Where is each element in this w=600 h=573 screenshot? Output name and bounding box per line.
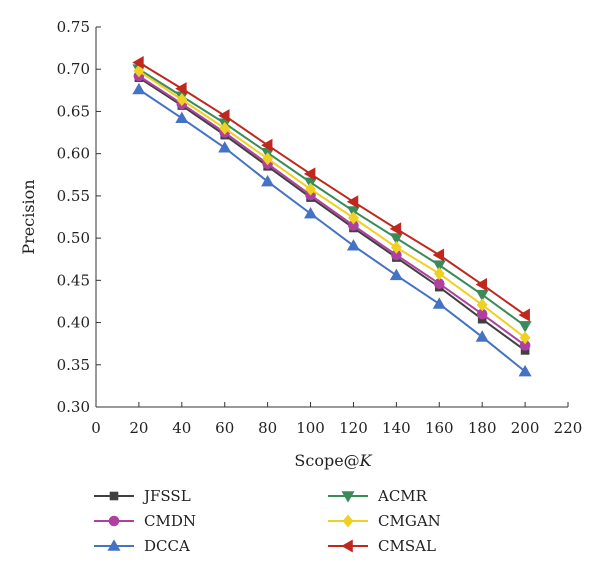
legend-label-acmr: ACMR xyxy=(377,487,428,505)
point-dcca xyxy=(132,82,146,95)
legend-item-cmdn: CMDN xyxy=(94,512,196,530)
point-dcca xyxy=(175,111,189,123)
point-cmgan xyxy=(133,64,145,78)
legend-marker-cmdn xyxy=(108,515,120,527)
legend-label-cmsal: CMSAL xyxy=(378,537,436,555)
point-dcca xyxy=(304,207,318,219)
point-cmgan xyxy=(348,211,359,225)
point-cmdn xyxy=(433,278,445,290)
point-dcca xyxy=(475,330,489,342)
point-cmgan xyxy=(219,121,231,135)
point-dcca xyxy=(261,174,275,187)
x-tick-label: 60 xyxy=(215,419,234,437)
point-cmsal xyxy=(518,308,530,322)
x-tick-label: 160 xyxy=(425,419,454,437)
point-acmr xyxy=(518,321,532,333)
axes: 0.30 0.35 0.40 0.45 0.50 0.55 0.60 0.65 0.70 0.75… xyxy=(57,18,583,437)
x-tick-label: 140 xyxy=(382,419,411,437)
y-axis-title: Precision xyxy=(19,179,38,254)
series-jfssl xyxy=(134,73,530,355)
point-cmsal xyxy=(303,167,316,181)
point-cmgan xyxy=(305,182,316,196)
legend-label-cmgan: CMGAN xyxy=(378,512,441,530)
point-cmgan xyxy=(390,240,402,254)
legend-marker-dcca xyxy=(107,539,121,551)
x-axis-title: Scope@K xyxy=(294,451,372,470)
point-cmgan xyxy=(519,331,531,345)
series-acmr xyxy=(132,64,532,333)
legend-item-cmgan: CMGAN xyxy=(328,512,441,530)
y-tick-label: 0.40 xyxy=(57,314,90,332)
point-acmr xyxy=(432,260,446,272)
series-line-acmr xyxy=(138,68,526,327)
point-cmgan xyxy=(476,298,488,312)
series-dcca xyxy=(132,82,532,377)
point-cmgan xyxy=(262,152,274,166)
legend-label-dcca: DCCA xyxy=(144,537,190,555)
x-tick-label: 100 xyxy=(296,419,325,437)
series-layer xyxy=(132,55,532,377)
legend: JFSSL ACMR CMDN CMGAN DCCA CMSAL xyxy=(94,487,441,555)
legend-item-cmsal: CMSAL xyxy=(328,537,436,555)
legend-marker-acmr xyxy=(341,491,355,503)
x-axis-title-main: Scope@ xyxy=(294,451,359,470)
point-cmgan xyxy=(176,93,188,107)
x-tick-label: 0 xyxy=(91,419,101,437)
x-tick-label: 120 xyxy=(339,419,368,437)
point-dcca xyxy=(518,364,532,377)
y-tick-label: 0.30 xyxy=(57,398,90,416)
point-acmr xyxy=(389,233,403,245)
series-line-dcca xyxy=(138,88,526,373)
point-cmsal xyxy=(475,278,487,292)
legend-marker-jfssl xyxy=(109,491,119,501)
y-tick-label: 0.75 xyxy=(57,18,90,36)
series-cmgan xyxy=(133,64,531,345)
point-dcca xyxy=(346,239,360,251)
y-tick-label: 0.60 xyxy=(57,145,90,163)
legend-item-acmr: ACMR xyxy=(328,487,428,505)
x-tick-label: 40 xyxy=(172,419,191,437)
point-dcca xyxy=(218,141,232,153)
point-cmsal xyxy=(261,138,273,152)
series-cmsal xyxy=(132,55,530,322)
legend-item-dcca: DCCA xyxy=(94,537,190,555)
y-tick-label: 0.70 xyxy=(57,60,90,78)
point-cmsal xyxy=(432,248,445,262)
point-cmsal xyxy=(346,195,359,209)
point-acmr xyxy=(475,289,489,302)
point-dcca xyxy=(389,268,403,281)
y-tick-label: 0.35 xyxy=(57,356,90,374)
point-cmsal xyxy=(132,55,144,69)
point-cmsal xyxy=(175,82,187,96)
x-axis-title-italic: K xyxy=(359,451,373,470)
y-tick-label: 0.45 xyxy=(57,271,90,289)
series-line-cmgan xyxy=(138,70,526,339)
x-tick-label: 220 xyxy=(554,419,583,437)
legend-item-jfssl: JFSSL xyxy=(94,487,191,505)
legend-marker-cmsal xyxy=(341,539,353,553)
point-cmsal xyxy=(218,109,230,123)
legend-label-jfssl: JFSSL xyxy=(142,487,191,505)
x-tick-label: 180 xyxy=(468,419,497,437)
series-line-cmsal xyxy=(138,61,526,316)
series-line-jfssl xyxy=(138,76,526,352)
point-cmsal xyxy=(389,222,402,236)
x-tick-label: 80 xyxy=(258,419,277,437)
legend-label-cmdn: CMDN xyxy=(144,512,196,530)
y-tick-label: 0.50 xyxy=(57,229,90,247)
y-tick-label: 0.65 xyxy=(57,102,90,120)
point-cmgan xyxy=(433,267,445,281)
x-tick-label: 200 xyxy=(511,419,540,437)
y-tick-label: 0.55 xyxy=(57,187,90,205)
series-line-cmdn xyxy=(138,75,526,347)
point-dcca xyxy=(432,297,446,309)
legend-marker-cmgan xyxy=(342,514,354,528)
x-tick-label: 20 xyxy=(129,419,148,437)
